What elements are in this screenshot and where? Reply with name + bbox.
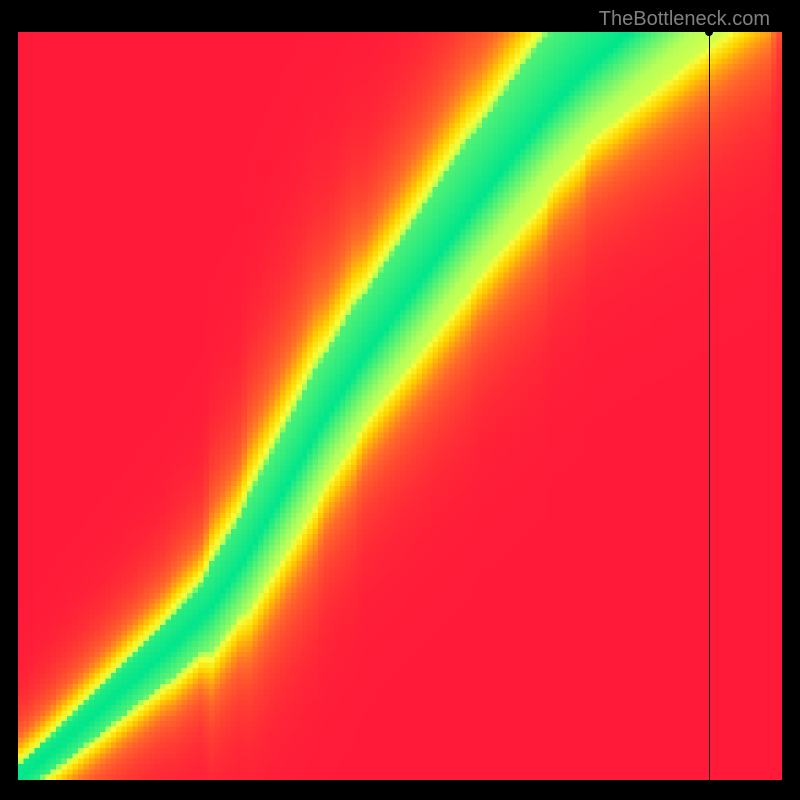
heatmap-plot (18, 32, 782, 780)
vertical-reference-line (709, 32, 710, 780)
heatmap-canvas (18, 32, 782, 780)
watermark-text: TheBottleneck.com (599, 8, 770, 31)
